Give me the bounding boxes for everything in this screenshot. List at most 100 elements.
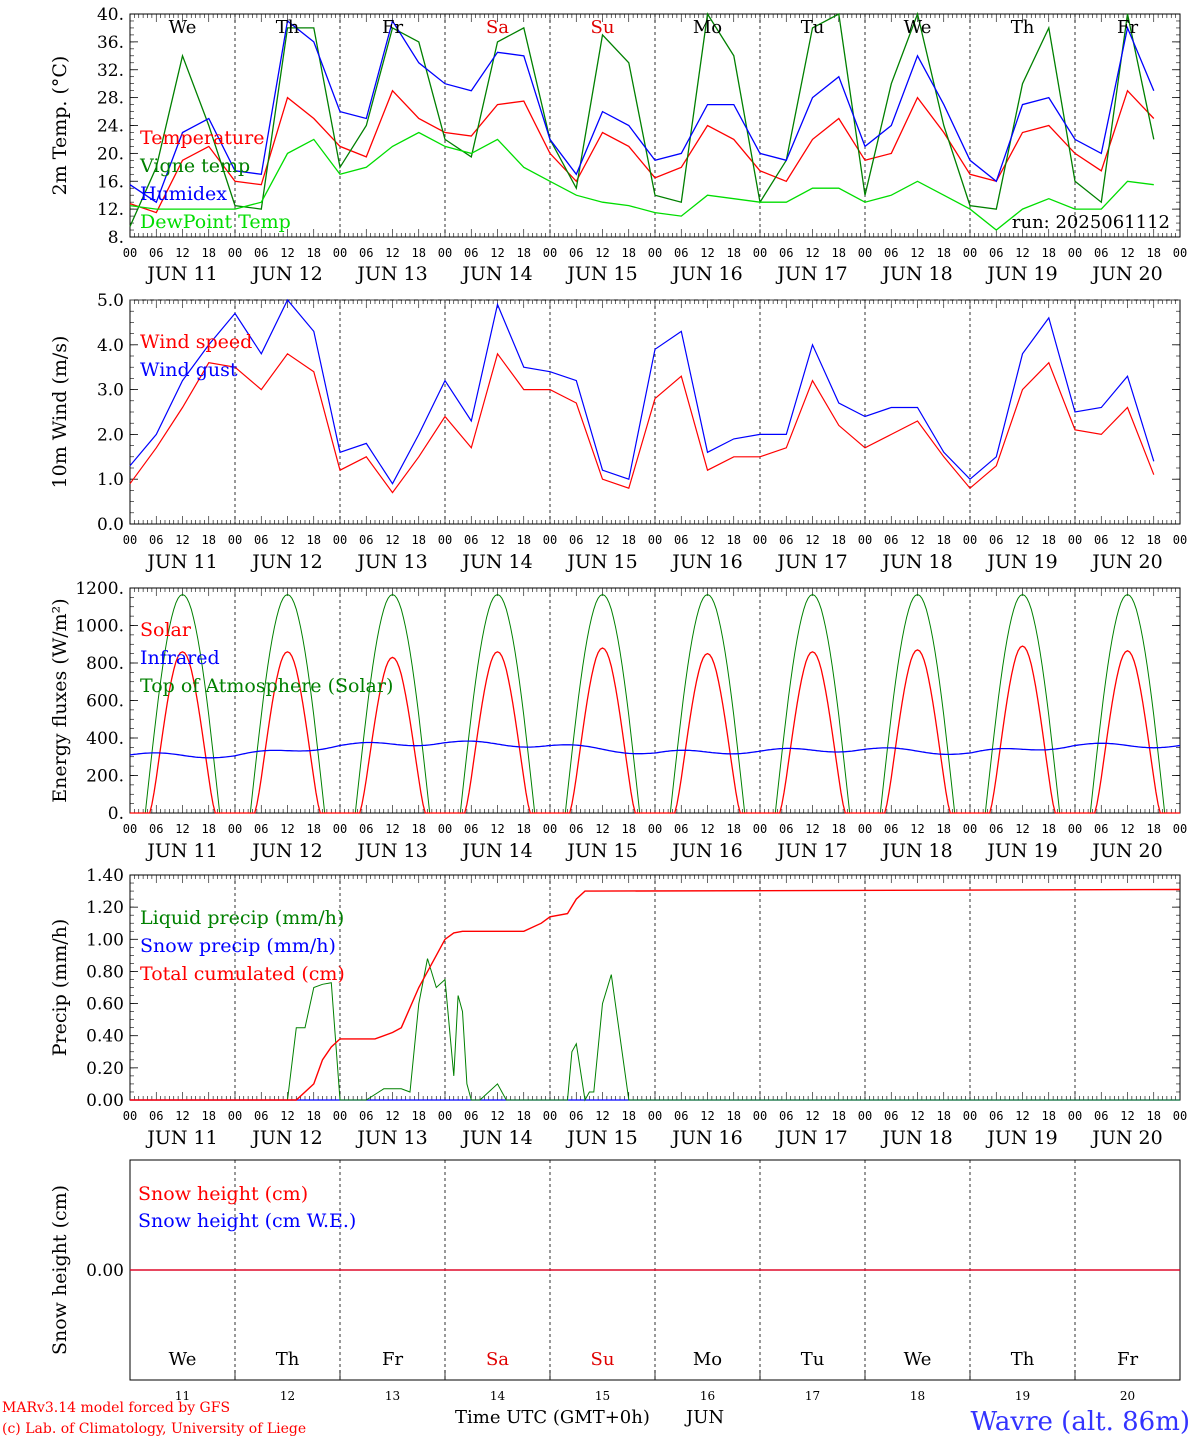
hour-tick-label: 00: [123, 533, 137, 547]
hour-tick-label: 12: [910, 1109, 924, 1123]
series-line: [129, 89, 1155, 214]
day-label: JUN 13: [355, 551, 427, 573]
y-tick-label: 32.: [97, 61, 124, 81]
hour-tick-label: 12: [280, 822, 294, 836]
y-tick-label: 1200.: [75, 579, 124, 599]
day-label: JUN 11: [145, 840, 217, 862]
hour-tick-label: 12: [490, 822, 504, 836]
series-line: [129, 740, 1181, 759]
panel-5: We 11 Th 12 Fr 13 Sa 14 Su 15 Mo 16 Tu 17 We 18 Th 19 Fr 20…: [49, 1159, 1181, 1403]
hour-tick-label: 00: [228, 822, 242, 836]
hour-tick-label: 18: [832, 533, 846, 547]
hour-tick-label: 12: [280, 533, 294, 547]
hour-tick-label: 00: [963, 246, 977, 260]
y-tick-label: 4.0: [97, 336, 124, 356]
y-tick-label: 800.: [86, 654, 124, 674]
day-label: JUN 18: [880, 840, 952, 862]
hour-tick-label: 00: [648, 1109, 662, 1123]
hour-tick-label: 18: [517, 246, 531, 260]
hour-tick-label: 00: [753, 822, 767, 836]
y-tick-label: 40.: [97, 5, 124, 25]
day-label: JUN 17: [775, 263, 847, 285]
day-label: JUN 18: [880, 551, 952, 573]
series-line: [129, 298, 1155, 485]
hour-tick-label: 06: [359, 533, 373, 547]
hour-tick-label: 06: [779, 822, 793, 836]
hour-tick-label: 06: [674, 822, 688, 836]
y-tick-label: 1.40: [86, 866, 124, 886]
day-label: JUN 14: [460, 551, 532, 573]
legend-entry: Wind gust: [140, 359, 238, 381]
day-label: JUN 17: [775, 551, 847, 573]
hour-tick-label: 00: [1068, 822, 1082, 836]
hour-tick-label: 12: [1120, 533, 1134, 547]
panel-frame: [129, 299, 1181, 525]
day-label: JUN 20: [1090, 263, 1162, 285]
hour-tick-label: 00: [228, 1109, 242, 1123]
hour-tick-label: 00: [333, 822, 347, 836]
legend-entry: Liquid precip (mm/h): [140, 907, 344, 929]
hour-tick-label: 06: [149, 246, 163, 260]
hour-tick-label: 00: [438, 1109, 452, 1123]
hour-tick-label: 18: [727, 822, 741, 836]
weekday-label: We: [169, 17, 197, 38]
hour-tick-label: 18: [307, 246, 321, 260]
hour-tick-label: 18: [937, 822, 951, 836]
hour-tick-label: 06: [989, 822, 1003, 836]
hour-tick-label: 18: [517, 822, 531, 836]
hour-tick-label: 00: [543, 533, 557, 547]
hour-tick-label: 18: [727, 533, 741, 547]
hour-tick-label: 12: [280, 246, 294, 260]
panel-1: 00 06 12 18 00 06 12 18 00 06 12 18 00 06 12 18 00 06 12 18…: [49, 5, 1187, 285]
weekday-label: Th: [276, 17, 300, 38]
day-label: JUN 13: [355, 840, 427, 862]
day-label: JUN 12: [250, 1127, 322, 1149]
y-tick-label: 1000.: [75, 617, 124, 637]
hour-tick-label: 12: [910, 822, 924, 836]
hour-tick-label: 12: [490, 1109, 504, 1123]
weekday-label: We: [904, 17, 932, 38]
hour-tick-label: 00: [858, 822, 872, 836]
weekday-label: Mo: [693, 17, 722, 38]
legend-entry: Vigne temp: [139, 155, 250, 177]
hour-tick-label: 06: [989, 246, 1003, 260]
day-label: JUN 12: [250, 840, 322, 862]
y-tick-label: 3.0: [97, 381, 124, 401]
legend-entry: Solar: [140, 619, 192, 641]
day-label: JUN 15: [565, 840, 637, 862]
hour-tick-label: 12: [700, 1109, 714, 1123]
hour-tick-label: 12: [1015, 246, 1029, 260]
hour-tick-label: 12: [1120, 246, 1134, 260]
y-tick-label: 0.00: [86, 1091, 124, 1111]
hour-tick-label: 18: [1147, 1109, 1161, 1123]
hour-tick-label: 12: [805, 822, 819, 836]
y-tick-label: 28.: [97, 89, 124, 109]
y-tick-label: 0.00: [86, 1261, 124, 1281]
day-label: JUN 14: [460, 263, 532, 285]
hour-tick-label: 06: [569, 822, 583, 836]
y-tick-label: 0.40: [86, 1027, 124, 1047]
y-axis-label: Snow height (cm): [49, 1185, 71, 1355]
weekday-label: Fr: [382, 1349, 403, 1370]
hour-tick-label: 18: [412, 246, 426, 260]
weekday-label: Mo: [693, 1349, 722, 1370]
day-label: JUN 16: [670, 840, 742, 862]
hour-tick-label: 00: [1068, 1109, 1082, 1123]
hour-tick-label: 00: [123, 246, 137, 260]
hour-tick-label: 18: [202, 533, 216, 547]
hour-tick-label: 00: [963, 1109, 977, 1123]
hour-tick-label: 12: [700, 822, 714, 836]
y-tick-label: 1.20: [86, 898, 124, 918]
y-tick-label: 20.: [97, 144, 124, 164]
hour-tick-label: 06: [989, 1109, 1003, 1123]
day-label: JUN 16: [670, 551, 742, 573]
day-label: JUN 16: [670, 263, 742, 285]
day-number: 15: [595, 1389, 610, 1403]
y-tick-label: 400.: [86, 729, 124, 749]
day-label: JUN 11: [145, 263, 217, 285]
hour-tick-label: 12: [490, 246, 504, 260]
series-line: [129, 352, 1155, 494]
hour-tick-label: 00: [123, 822, 137, 836]
hour-tick-label: 18: [937, 246, 951, 260]
legend-entry: Top of Atmosphere (Solar): [140, 675, 393, 697]
